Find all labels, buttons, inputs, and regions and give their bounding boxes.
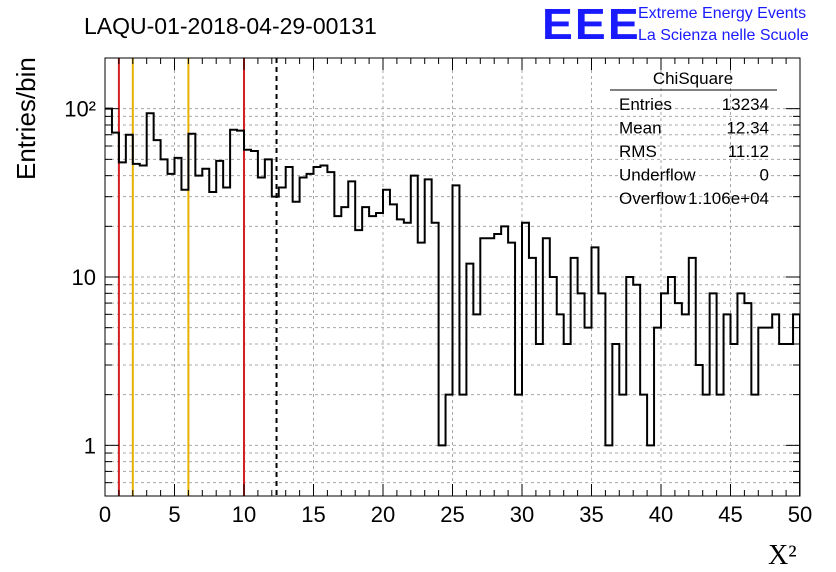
logo-line-2: La Scienza nelle Scuole — [638, 27, 809, 44]
x-tick-label: 0 — [99, 502, 111, 527]
stats-title: ChiSquare — [653, 69, 733, 88]
tick-labels: 0 5 10 15 20 25 30 35 40 45 50 1 10 10² — [64, 97, 812, 527]
stats-box: ChiSquare Entries 13234 Mean 12.34 RMS 11.12 U… — [610, 69, 777, 208]
reference-lines — [117, 58, 278, 496]
grid — [105, 58, 800, 496]
stats-row-value: 11.12 — [728, 142, 769, 161]
x-tick-label: 20 — [371, 502, 395, 527]
stats-row-value: 0 — [760, 166, 769, 185]
y-axis-label: Entries/bin — [11, 57, 41, 180]
x-tick-label: 30 — [510, 502, 534, 527]
stats-row-label: Overflow — [619, 189, 687, 208]
x-tick-label: 45 — [718, 502, 742, 527]
x-tick-label: 35 — [579, 502, 603, 527]
stats-row-label: RMS — [619, 142, 657, 161]
x-tick-label: 10 — [232, 502, 256, 527]
x-tick-label: 5 — [168, 502, 180, 527]
logo-mark: EEE — [542, 0, 641, 49]
y-tick-label: 10² — [64, 97, 96, 122]
x-tick-label: 50 — [788, 502, 812, 527]
axis-ticks — [104, 58, 801, 496]
stats-row-value: 12.34 — [726, 119, 769, 138]
stats-row-label: Entries — [619, 95, 672, 114]
stats-row-value: 13234 — [722, 95, 769, 114]
y-tick-label: 1 — [84, 433, 96, 458]
logo-line-1: Extreme Energy Events — [638, 5, 807, 22]
stats-row-value: 1.106e+04 — [688, 189, 769, 208]
eee-logo: EEE Extreme Energy Events La Scienza nel… — [542, 0, 834, 49]
x-tick-label: 15 — [301, 502, 325, 527]
y-tick-label: 10 — [72, 265, 96, 290]
x-tick-label: 40 — [649, 502, 673, 527]
x-tick-label: 25 — [440, 502, 464, 527]
stats-row-label: Underflow — [619, 166, 696, 185]
x-axis-label: X² — [768, 540, 797, 571]
histogram-outline — [105, 107, 800, 496]
stats-row-label: Mean — [619, 119, 662, 138]
chart-title: LAQU-01-2018-04-29-00131 — [84, 13, 377, 39]
